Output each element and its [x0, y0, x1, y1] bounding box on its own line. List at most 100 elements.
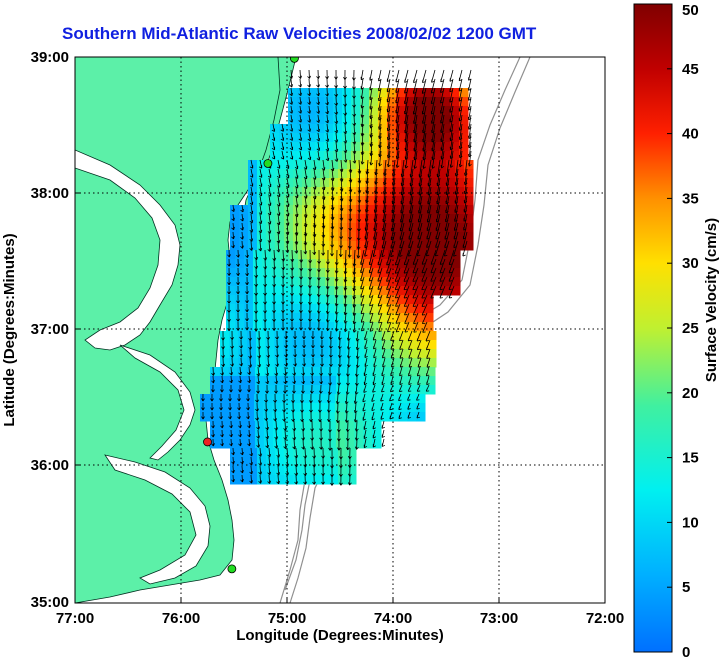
velocity-cell: [356, 160, 366, 170]
velocity-arrow: [386, 303, 392, 316]
velocity-cell: [441, 115, 451, 125]
velocity-cell: [247, 340, 257, 350]
velocity-cell: [446, 169, 456, 179]
velocity-cell: [320, 448, 330, 458]
velocity-arrow: [394, 258, 401, 274]
velocity-arrow: [426, 375, 430, 386]
velocity-arrow: [416, 240, 423, 257]
velocity-arrow: [386, 267, 392, 282]
velocity-cell: [392, 160, 402, 170]
velocity-cell: [248, 241, 258, 251]
velocity-cell: [388, 259, 398, 269]
velocity-cell: [246, 376, 256, 386]
velocity-cell: [329, 187, 339, 197]
velocity-arrow: [338, 348, 342, 359]
velocity-arrow: [425, 384, 430, 392]
velocity-cell: [255, 367, 265, 377]
velocity-cell: [298, 268, 308, 278]
velocity-arrow: [440, 69, 445, 83]
velocity-cell: [361, 295, 371, 305]
velocity-cell: [397, 277, 407, 287]
velocity-arrow: [249, 447, 253, 457]
velocity-cell: [387, 124, 397, 134]
velocity-arrow: [271, 123, 275, 132]
velocity-cell: [293, 196, 303, 206]
velocity-arrow: [328, 438, 332, 451]
velocity-cell: [320, 196, 330, 206]
velocity-cell: [266, 169, 276, 179]
velocity-cell: [302, 232, 312, 242]
velocity-cell: [388, 304, 398, 314]
velocity-cell: [338, 457, 348, 467]
velocity-arrow: [404, 321, 410, 333]
velocity-arrow: [439, 267, 446, 282]
velocity-cell: [388, 313, 398, 323]
velocity-arrow: [430, 285, 437, 299]
velocity-cell: [427, 358, 437, 368]
velocity-arrow: [240, 222, 244, 231]
velocity-cell: [226, 304, 236, 314]
velocity-cell: [239, 448, 249, 458]
velocity-cell: [415, 277, 425, 287]
velocity-cell: [298, 277, 308, 287]
velocity-cell: [298, 286, 308, 296]
velocity-cell: [298, 304, 308, 314]
velocity-arrow: [380, 402, 384, 411]
velocity-cell: [334, 304, 344, 314]
velocity-cell: [220, 340, 230, 350]
velocity-cell: [253, 277, 263, 287]
velocity-cell: [307, 259, 317, 269]
velocity-cell: [343, 322, 353, 332]
velocity-cell: [298, 295, 308, 305]
velocity-arrow: [249, 177, 254, 187]
velocity-cell: [334, 250, 344, 260]
velocity-cell: [324, 106, 334, 116]
velocity-arrow: [398, 330, 404, 342]
velocity-cell: [320, 205, 330, 215]
colorbar-tick-label: 20: [682, 385, 699, 402]
velocity-arrow: [258, 240, 263, 252]
velocity-arrow: [346, 348, 351, 359]
velocity-cell: [424, 268, 434, 278]
velocity-cell: [455, 214, 465, 224]
velocity-cell: [374, 196, 384, 206]
velocity-cell: [397, 304, 407, 314]
velocity-cell: [379, 268, 389, 278]
velocity-arrow: [240, 240, 244, 249]
velocity-arrow: [280, 132, 284, 141]
velocity-cell: [397, 295, 407, 305]
velocity-cell: [433, 286, 443, 296]
velocity-cell: [383, 241, 393, 251]
velocity-arrow: [399, 375, 403, 386]
velocity-cell: [244, 259, 254, 269]
velocity-arrow: [294, 240, 299, 254]
velocity-cell: [360, 151, 370, 161]
velocity-cell: [253, 322, 263, 332]
velocity-cell: [379, 259, 389, 269]
velocity-arrow: [293, 339, 297, 349]
velocity-arrow: [363, 438, 368, 449]
velocity-arrow: [247, 429, 251, 438]
velocity-cell: [451, 259, 461, 269]
velocity-cell: [325, 322, 335, 332]
velocity-cell: [320, 232, 330, 242]
velocity-arrow: [372, 375, 377, 386]
velocity-cell: [336, 439, 346, 449]
velocity-arrow: [303, 240, 308, 255]
velocity-cell: [343, 286, 353, 296]
velocity-cell: [244, 277, 254, 287]
velocity-cell: [324, 151, 334, 161]
velocity-cell: [302, 196, 312, 206]
velocity-cell: [437, 223, 447, 233]
velocity-cell: [414, 142, 424, 152]
velocity-cell: [345, 430, 355, 440]
velocity-arrow: [229, 429, 233, 438]
velocity-cell: [254, 403, 264, 413]
velocity-cell: [325, 286, 335, 296]
velocity-cell: [311, 223, 321, 233]
velocity-cell: [333, 115, 343, 125]
velocity-cell: [290, 412, 300, 422]
velocity-cell: [373, 340, 383, 350]
velocity-cell: [318, 367, 328, 377]
velocity-cell: [423, 151, 433, 161]
